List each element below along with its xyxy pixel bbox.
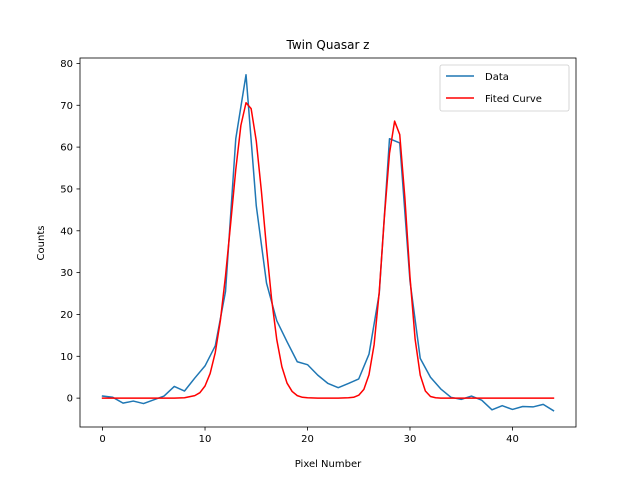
y-tick-label: 10 — [60, 352, 73, 363]
legend-label-1: Fited Curve — [485, 94, 542, 105]
y-tick-label: 60 — [60, 143, 73, 154]
y-tick-label: 40 — [60, 226, 73, 237]
y-tick-label: 50 — [60, 184, 73, 195]
y-tick-label: 70 — [60, 101, 73, 112]
x-tick-label: 40 — [506, 434, 519, 445]
plot-area — [101, 73, 555, 412]
x-tick-label: 20 — [301, 434, 314, 445]
y-tick-label: 80 — [60, 59, 73, 70]
x-axis-label: Pixel Number — [295, 459, 362, 470]
legend: Data Fited Curve — [439, 64, 570, 112]
axes-frame — [79, 57, 577, 428]
y-tick-label: 20 — [60, 310, 73, 321]
y-tick-label: 30 — [60, 268, 73, 279]
legend-label-0: Data — [485, 72, 509, 83]
axes: 0 10 20 30 40 0 10 20 30 40 50 60 70 80 — [60, 57, 577, 445]
x-tick-label: 30 — [404, 434, 417, 445]
x-tick-label: 0 — [99, 434, 105, 445]
x-tick-label: 10 — [199, 434, 212, 445]
y-tick-label: 0 — [67, 394, 73, 405]
series-line-1 — [101, 102, 555, 399]
y-axis-label: Counts — [36, 226, 47, 261]
chart-title: Twin Quasar z — [286, 38, 370, 52]
